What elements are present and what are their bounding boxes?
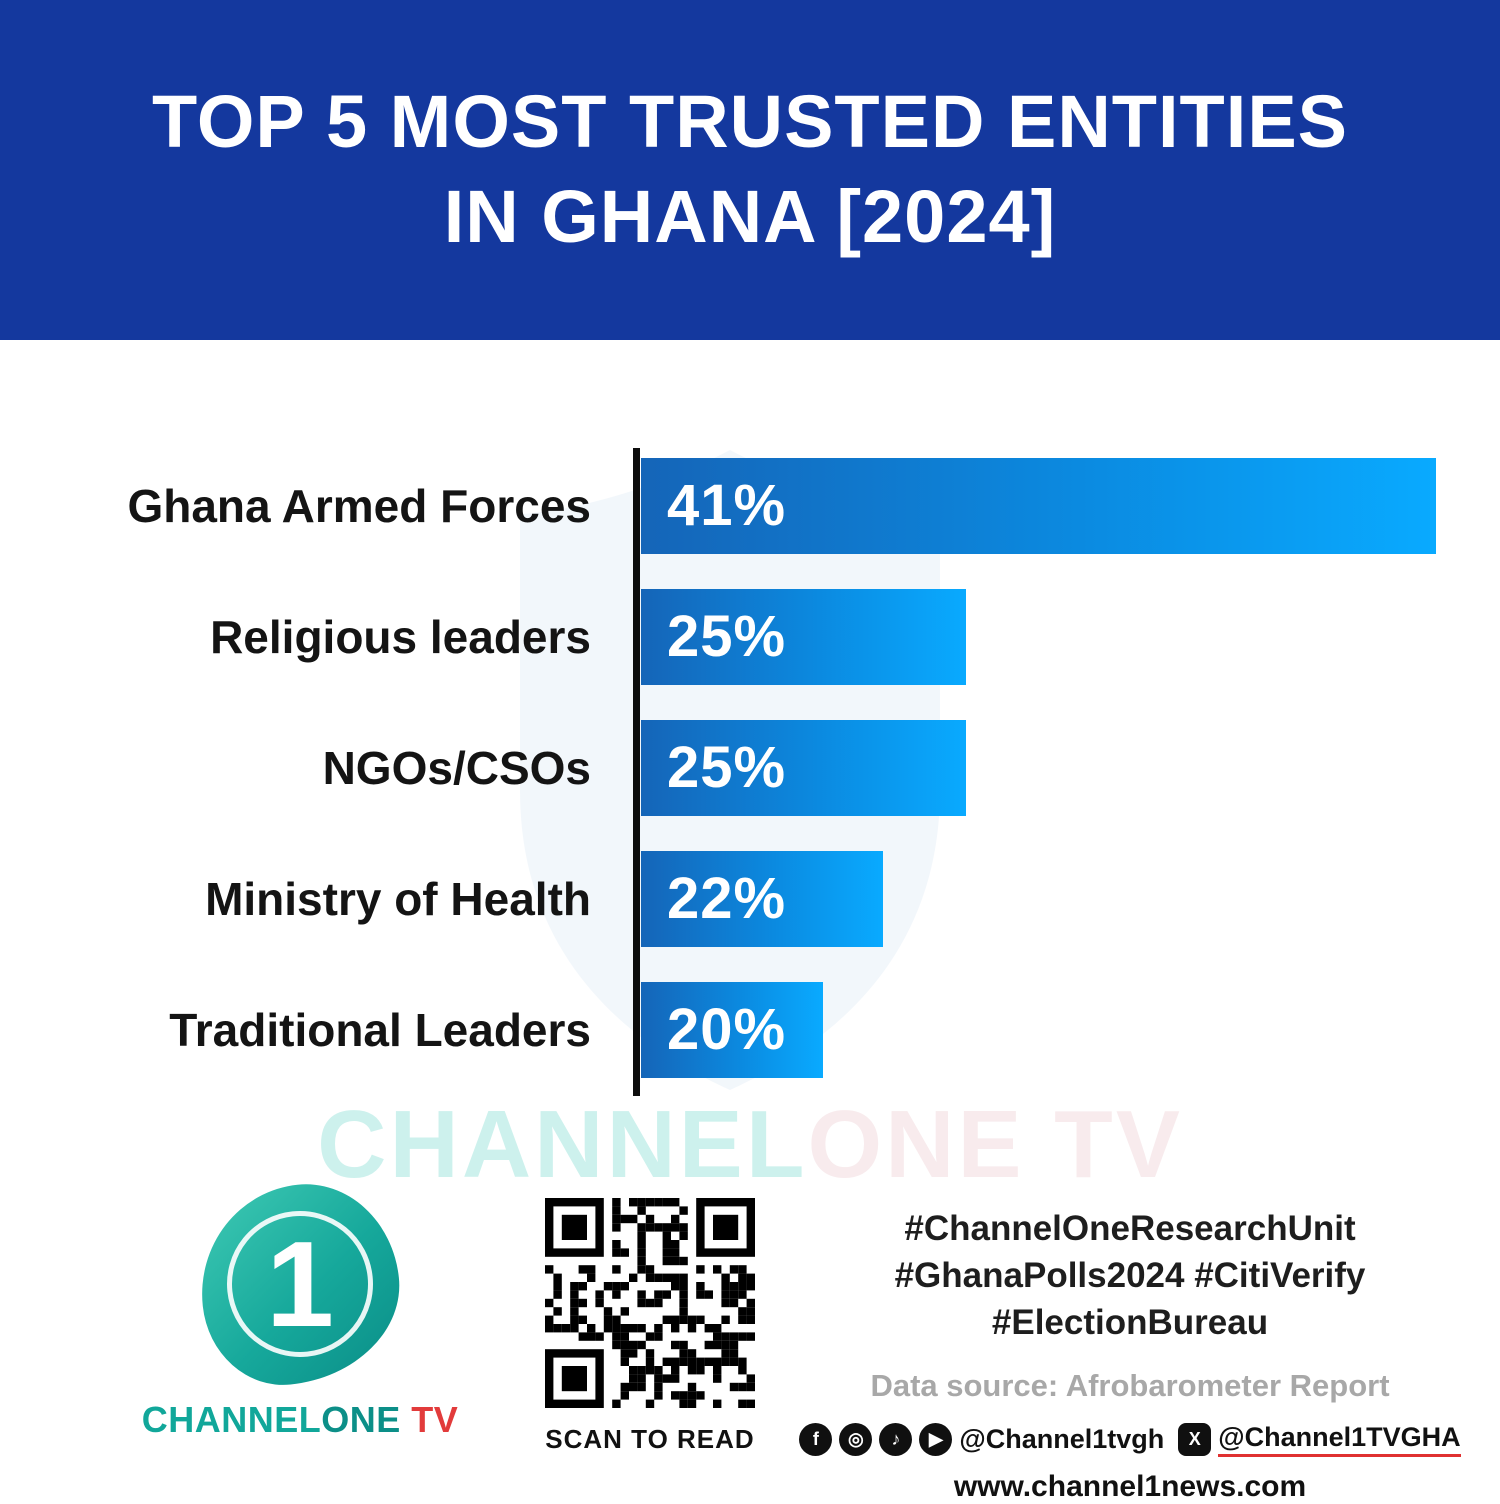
social-row: f ◎ ♪ ▶ @Channel1tvgh X @Channel1TVGHA xyxy=(799,1422,1461,1457)
value-label: 20% xyxy=(667,997,787,1062)
website-url: www.channel1news.com xyxy=(953,1470,1307,1503)
category-label: Religious leaders xyxy=(210,610,591,663)
logo-digit: 1 xyxy=(266,1216,334,1352)
header-banner: TOP 5 MOST TRUSTED ENTITIES IN GHANA [20… xyxy=(0,0,1500,340)
logo-wordmark-tv: TV xyxy=(400,1399,459,1440)
chart-row: Ministry of Health 22% xyxy=(0,833,1500,964)
footer-info: #ChannelOneResearchUnit #GhanaPolls2024 … xyxy=(799,1205,1461,1504)
channel-one-logo: 1 CHANNELONE TV xyxy=(140,1175,460,1441)
bar: 25% xyxy=(641,719,966,816)
youtube-icon: ▶ xyxy=(919,1423,953,1456)
value-label: 25% xyxy=(667,735,787,800)
value-label: 22% xyxy=(667,866,787,931)
logo-wordmark-one: ONE xyxy=(321,1399,401,1440)
tiktok-icon: ♪ xyxy=(879,1423,913,1456)
hashtag-line-3: #ElectionBureau xyxy=(991,1303,1269,1342)
chart-row: NGOs/CSOs 25% xyxy=(0,702,1500,833)
logo-pick-shape: 1 xyxy=(191,1175,409,1393)
hashtag-line-1: #ChannelOneResearchUnit xyxy=(904,1209,1356,1248)
chart-row: Ghana Armed Forces 41% xyxy=(0,440,1500,571)
social-handle-2: @Channel1TVGHA xyxy=(1218,1422,1461,1457)
category-label: NGOs/CSOs xyxy=(322,741,591,794)
qr-block: SCAN TO READ xyxy=(543,1198,757,1455)
qr-caption: SCAN TO READ xyxy=(545,1424,755,1454)
logo-wordmark: CHANNELONE TV xyxy=(140,1399,460,1441)
value-label: 41% xyxy=(667,473,787,538)
bar: 22% xyxy=(641,850,883,947)
value-label: 25% xyxy=(667,604,787,669)
category-label: Traditional Leaders xyxy=(169,1003,591,1056)
bar: 25% xyxy=(641,588,966,685)
qr-code xyxy=(545,1198,755,1408)
facebook-icon: f xyxy=(799,1423,833,1456)
category-label: Ghana Armed Forces xyxy=(127,479,591,532)
instagram-icon: ◎ xyxy=(839,1423,873,1456)
logo-wordmark-channel: CHANNEL xyxy=(141,1399,322,1440)
chart-axis-line xyxy=(633,448,640,1096)
x-twitter-icon: X xyxy=(1178,1423,1212,1456)
page-title-line2: IN GHANA [2024] xyxy=(443,175,1057,258)
chart-row: Traditional Leaders 20% xyxy=(0,964,1500,1095)
category-label: Ministry of Health xyxy=(205,872,591,925)
chart-row: Religious leaders 25% xyxy=(0,571,1500,702)
brand-watermark-part1: CHANNEL xyxy=(317,1091,808,1198)
hashtag-line-2: #GhanaPolls2024 #CitiVerify xyxy=(894,1256,1366,1295)
bar: 20% xyxy=(641,981,823,1078)
brand-watermark: CHANNELONE TV xyxy=(0,1090,1500,1200)
social-handle-1: @Channel1tvgh xyxy=(959,1424,1165,1454)
bar-chart: Ghana Armed Forces 41% Religious leaders… xyxy=(0,440,1500,1100)
page-title-line1: TOP 5 MOST TRUSTED ENTITIES xyxy=(151,80,1349,164)
data-source: Data source: Afrobarometer Report xyxy=(870,1368,1390,1403)
bar: 41% xyxy=(641,457,1436,554)
brand-watermark-part2: ONE TV xyxy=(807,1091,1183,1198)
